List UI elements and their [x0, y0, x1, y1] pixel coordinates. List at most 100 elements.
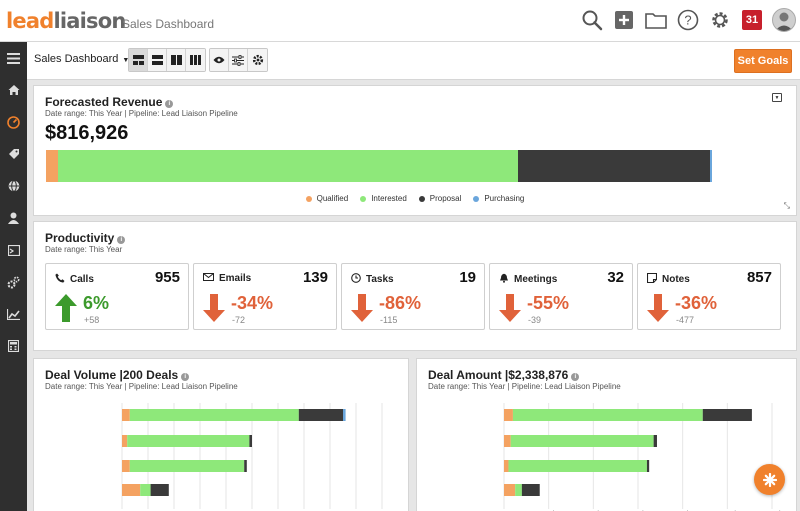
cogs-icon[interactable] [0, 266, 27, 298]
kpi-header: Calls [55, 273, 94, 286]
kpi-card-meetings[interactable]: Meetings 32 -55% -39 [489, 263, 633, 330]
bar-segment-proposal[interactable] [702, 409, 752, 421]
legend-label: Purchasing [484, 194, 525, 203]
panel-title-text: Forecasted Revenue [45, 95, 163, 109]
bar-segment-interested[interactable] [58, 150, 519, 182]
arrow-down-icon [203, 294, 225, 322]
legend-dot [473, 195, 480, 202]
bar-segment-proposal[interactable] [249, 435, 252, 447]
chart-icon[interactable] [0, 298, 27, 330]
calculator-icon[interactable] [0, 330, 27, 362]
header-actions: ? 31 [580, 8, 796, 32]
set-goals-button[interactable]: Set Goals [734, 49, 792, 73]
dashboard-content: Forecasted Revenue i Date range: This Yea… [27, 80, 800, 511]
bar-segment-qualified[interactable] [122, 484, 141, 496]
globe-icon[interactable] [0, 170, 27, 202]
deal-amount-chart: 0200k400k600k800k1,000k1,200k [503, 403, 773, 509]
bar-segment-proposal[interactable] [244, 460, 247, 472]
legend-dot [360, 195, 367, 202]
legend-item[interactable]: Qualified [305, 194, 349, 203]
panel-title: Deal Volume |200 Deals i [45, 368, 190, 382]
bar-segment-interested[interactable] [512, 409, 703, 421]
kpi-card-emails[interactable]: Emails 139 -34% -72 [193, 263, 337, 330]
bar-segment-purchasing[interactable] [343, 409, 346, 421]
menu-icon[interactable] [0, 42, 27, 74]
bar-segment-interested[interactable] [129, 409, 299, 421]
bar-segment-proposal[interactable] [521, 484, 540, 496]
bar-segment-interested[interactable] [510, 435, 654, 447]
kpi-card-tasks[interactable]: Tasks 19 -86% -115 [341, 263, 485, 330]
legend-item[interactable]: Interested [360, 194, 407, 203]
bar-segment-proposal[interactable] [646, 460, 650, 472]
info-icon[interactable]: i [181, 373, 190, 381]
kpi-delta: -115 [380, 315, 398, 325]
info-icon[interactable]: i [571, 373, 580, 381]
bar-segment-proposal[interactable] [298, 409, 343, 421]
legend-item[interactable]: Proposal [418, 194, 461, 203]
dashboard-select-label: Sales Dashboard [34, 53, 119, 65]
bar-segment-qualified[interactable] [122, 460, 130, 472]
bar-segment-qualified[interactable] [504, 460, 509, 472]
top-bar: leadliaison Sales Dashboard ? 31 [0, 0, 800, 42]
layout-rows-button[interactable] [148, 49, 167, 71]
tag-icon[interactable] [0, 138, 27, 170]
kpi-count: 19 [459, 269, 476, 286]
settings-button[interactable] [248, 49, 267, 71]
gear-icon[interactable] [708, 8, 732, 32]
help-icon[interactable]: ? [676, 8, 700, 32]
sliders-button[interactable] [229, 49, 248, 71]
bar-segment-qualified[interactable] [504, 484, 516, 496]
envelope-icon [203, 273, 214, 284]
info-icon[interactable]: i [165, 100, 174, 108]
bar-segment-purchasing[interactable] [710, 150, 712, 182]
search-icon[interactable] [580, 8, 604, 32]
bar-segment-proposal[interactable] [653, 435, 657, 447]
collapse-icon[interactable]: ▼ [772, 93, 782, 102]
note-icon [646, 272, 658, 286]
inbox-icon[interactable] [0, 234, 27, 266]
kpi-header: Notes [646, 272, 690, 286]
eye-button[interactable] [210, 49, 229, 71]
bar-segment-interested[interactable] [129, 460, 245, 472]
kpi-label: Emails [219, 273, 252, 284]
panel-subtitle: Date range: This Year | Pipeline: Lead L… [45, 109, 238, 118]
layout-3col-button[interactable] [167, 49, 186, 71]
folder-icon[interactable] [644, 8, 668, 32]
bar-segment-interested[interactable] [508, 460, 647, 472]
legend-label: Qualified [316, 194, 349, 203]
layout-4col-button[interactable] [186, 49, 205, 71]
home-icon[interactable] [0, 74, 27, 106]
bar-segment-proposal[interactable] [150, 484, 169, 496]
dashboard-select[interactable]: Sales Dashboard ▼ [34, 53, 129, 65]
panel-subtitle: Date range: This Year [45, 245, 123, 254]
info-icon[interactable]: i [117, 236, 126, 244]
resize-icon[interactable]: ⤡ [783, 201, 790, 210]
bar-segment-qualified[interactable] [122, 409, 130, 421]
bar-segment-qualified[interactable] [504, 435, 511, 447]
revenue-stacked-bar [46, 150, 712, 182]
kpi-card-calls[interactable]: Calls 955 6% +58 [45, 263, 189, 330]
plus-icon[interactable] [612, 8, 636, 32]
panel-title-text: Deal Amount |$2,338,876 [428, 368, 569, 382]
legend-item[interactable]: Purchasing [473, 194, 524, 203]
bar-segment-qualified[interactable] [504, 409, 513, 421]
avatar[interactable] [772, 8, 796, 32]
logo[interactable]: leadliaison [6, 9, 126, 33]
phone-icon [55, 273, 65, 286]
bar-segment-proposal[interactable] [518, 150, 711, 182]
help-fab-button[interactable] [754, 464, 785, 495]
calendar-icon[interactable]: 31 [740, 8, 764, 32]
bar-segment-qualified[interactable] [122, 435, 128, 447]
logo-lead-text: lead [6, 9, 54, 33]
dashboard-icon[interactable] [0, 106, 27, 138]
kpi-card-notes[interactable]: Notes 857 -36% -477 [637, 263, 781, 330]
bar-segment-qualified[interactable] [46, 150, 59, 182]
user-icon[interactable] [0, 202, 27, 234]
layout-2col-button[interactable] [129, 49, 148, 71]
page-title: Sales Dashboard [122, 17, 215, 31]
bar-segment-interested[interactable] [127, 435, 250, 447]
layout-button-group [128, 48, 206, 72]
bar-segment-interested[interactable] [515, 484, 522, 496]
bell-icon [499, 273, 509, 286]
bar-segment-interested[interactable] [140, 484, 151, 496]
